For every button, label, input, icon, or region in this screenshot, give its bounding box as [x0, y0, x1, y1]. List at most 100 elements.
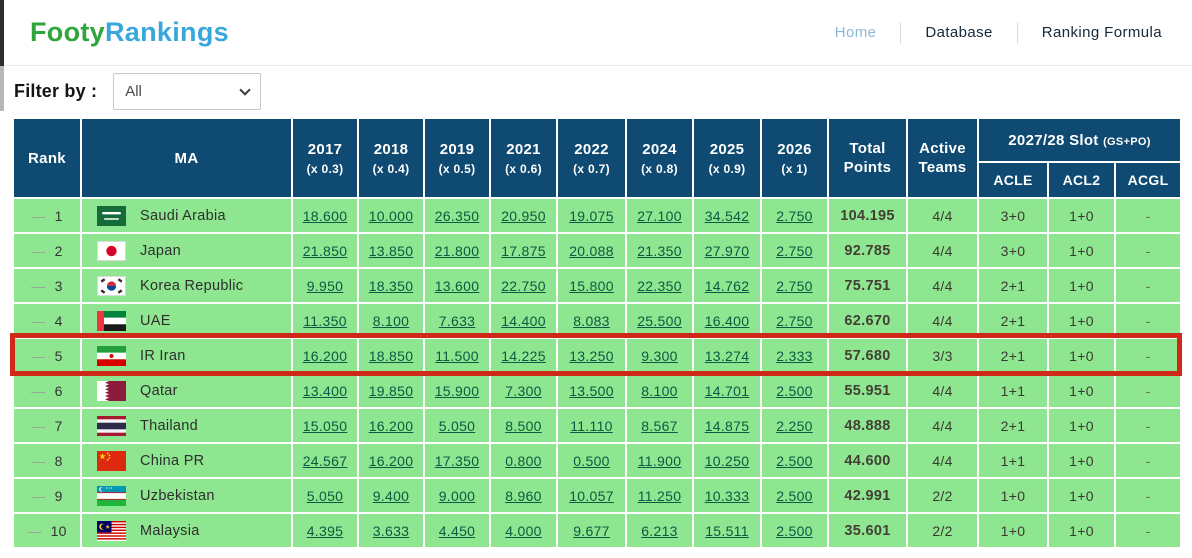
score-link[interactable]: 2.500 — [776, 452, 813, 469]
col-2022: 2022 (x 0.7) — [556, 117, 627, 199]
score-link[interactable]: 15.511 — [705, 522, 749, 539]
rank-trend-icon: — — [31, 277, 46, 294]
score-link[interactable]: 14.400 — [501, 312, 546, 329]
score-link[interactable]: 8.567 — [641, 417, 678, 434]
rank-number: 7 — [54, 417, 63, 434]
score-link[interactable]: 2.333 — [776, 347, 813, 364]
score-link[interactable]: 7.300 — [505, 382, 542, 399]
score-link[interactable]: 18.850 — [368, 347, 414, 364]
score-link[interactable]: 9.300 — [641, 347, 678, 364]
score-cell: 4.450 — [423, 512, 491, 549]
table-row: —7 Thailand 15.050 16.200 5.050 8.500 11.110 8.… — [12, 407, 1183, 444]
score-link[interactable]: 22.350 — [637, 277, 682, 294]
score-link[interactable]: 26.350 — [434, 207, 480, 224]
score-cell: 2.500 — [760, 372, 829, 409]
score-cell: 16.200 — [291, 337, 359, 374]
score-link[interactable]: 22.750 — [501, 277, 546, 294]
score-link[interactable]: 11.900 — [637, 452, 682, 469]
score-link[interactable]: 27.970 — [704, 242, 750, 259]
score-link[interactable]: 21.850 — [302, 242, 348, 259]
score-link[interactable]: 18.350 — [368, 277, 414, 294]
score-link[interactable]: 14.701 — [704, 382, 750, 399]
score-link[interactable]: 3.633 — [372, 522, 410, 539]
score-link[interactable]: 25.500 — [637, 312, 682, 329]
score-link[interactable]: 19.075 — [569, 207, 614, 224]
score-link[interactable]: 9.400 — [372, 487, 410, 504]
score-link[interactable]: 8.100 — [641, 382, 678, 399]
score-link[interactable]: 16.400 — [704, 312, 750, 329]
score-link[interactable]: 34.542 — [704, 207, 750, 224]
score-link[interactable]: 10.000 — [368, 207, 414, 224]
score-link[interactable]: 8.083 — [573, 312, 610, 329]
score-link[interactable]: 2.500 — [776, 522, 813, 539]
score-link[interactable]: 24.567 — [302, 452, 348, 469]
score-cell: 2.500 — [760, 442, 829, 479]
score-link[interactable]: 18.600 — [302, 207, 348, 224]
score-link[interactable]: 9.677 — [573, 522, 610, 539]
score-link[interactable]: 13.274 — [704, 347, 750, 364]
score-link[interactable]: 17.350 — [434, 452, 480, 469]
score-link[interactable]: 10.250 — [704, 452, 750, 469]
score-link[interactable]: 2.500 — [776, 487, 813, 504]
score-link[interactable]: 0.500 — [573, 452, 610, 469]
table-row: —8 China PR 24.567 16.200 17.350 0.800 0.500 11… — [12, 442, 1183, 479]
score-link[interactable]: 4.395 — [306, 522, 344, 539]
score-link[interactable]: 2.250 — [776, 417, 813, 434]
score-link[interactable]: 16.200 — [368, 417, 414, 434]
score-link[interactable]: 19.850 — [368, 382, 414, 399]
score-link[interactable]: 7.633 — [438, 312, 476, 329]
score-link[interactable]: 5.050 — [306, 487, 344, 504]
score-link[interactable]: 21.800 — [434, 242, 480, 259]
score-link[interactable]: 9.000 — [438, 487, 476, 504]
score-link[interactable]: 2.750 — [776, 312, 813, 329]
score-link[interactable]: 0.800 — [505, 452, 542, 469]
score-link[interactable]: 21.350 — [637, 242, 682, 259]
score-link[interactable]: 2.750 — [776, 277, 813, 294]
score-link[interactable]: 2.500 — [776, 382, 813, 399]
score-link[interactable]: 14.225 — [501, 347, 546, 364]
score-link[interactable]: 13.250 — [569, 347, 614, 364]
score-link[interactable]: 11.350 — [303, 312, 347, 329]
score-link[interactable]: 14.875 — [704, 417, 750, 434]
score-link[interactable]: 14.762 — [704, 277, 750, 294]
nav-home[interactable]: Home — [834, 24, 877, 41]
score-link[interactable]: 16.200 — [368, 452, 414, 469]
score-link[interactable]: 16.200 — [302, 347, 348, 364]
score-link[interactable]: 10.057 — [569, 487, 614, 504]
score-link[interactable]: 8.500 — [505, 417, 542, 434]
score-link[interactable]: 11.500 — [435, 347, 479, 364]
score-link[interactable]: 4.000 — [505, 522, 542, 539]
score-link[interactable]: 11.250 — [637, 487, 682, 504]
score-link[interactable]: 13.850 — [368, 242, 414, 259]
score-link[interactable]: 8.100 — [372, 312, 410, 329]
filter-dropdown[interactable]: All — [113, 73, 262, 110]
score-link[interactable]: 13.500 — [569, 382, 614, 399]
score-link[interactable]: 4.450 — [438, 522, 476, 539]
score-link[interactable]: 10.333 — [704, 487, 750, 504]
score-link[interactable]: 11.110 — [570, 417, 613, 434]
score-link[interactable]: 6.213 — [641, 522, 678, 539]
site-logo[interactable]: FootyRankings — [30, 17, 229, 48]
score-link[interactable]: 27.100 — [637, 207, 682, 224]
nav-ranking-formula[interactable]: Ranking Formula — [1041, 24, 1162, 41]
col-ma: MA — [80, 117, 293, 199]
nav-database[interactable]: Database — [925, 24, 993, 41]
active-teams-cell: 4/4 — [906, 302, 979, 339]
score-link[interactable]: 20.088 — [569, 242, 614, 259]
score-link[interactable]: 5.050 — [438, 417, 476, 434]
score-link[interactable]: 8.960 — [505, 487, 542, 504]
score-link[interactable]: 15.900 — [434, 382, 480, 399]
rank-cell: —8 — [12, 442, 82, 479]
score-link[interactable]: 15.050 — [302, 417, 348, 434]
score-link[interactable]: 13.600 — [434, 277, 480, 294]
score-cell: 2.250 — [760, 407, 829, 444]
score-link[interactable]: 20.950 — [501, 207, 546, 224]
score-link[interactable]: 13.400 — [302, 382, 348, 399]
slot-cell-acl2: 1+0 — [1047, 407, 1116, 444]
score-link[interactable]: 2.750 — [776, 207, 813, 224]
score-cell: 4.000 — [489, 512, 558, 549]
score-link[interactable]: 9.950 — [306, 277, 344, 294]
score-link[interactable]: 17.875 — [501, 242, 546, 259]
score-link[interactable]: 15.800 — [569, 277, 614, 294]
score-link[interactable]: 2.750 — [776, 242, 813, 259]
